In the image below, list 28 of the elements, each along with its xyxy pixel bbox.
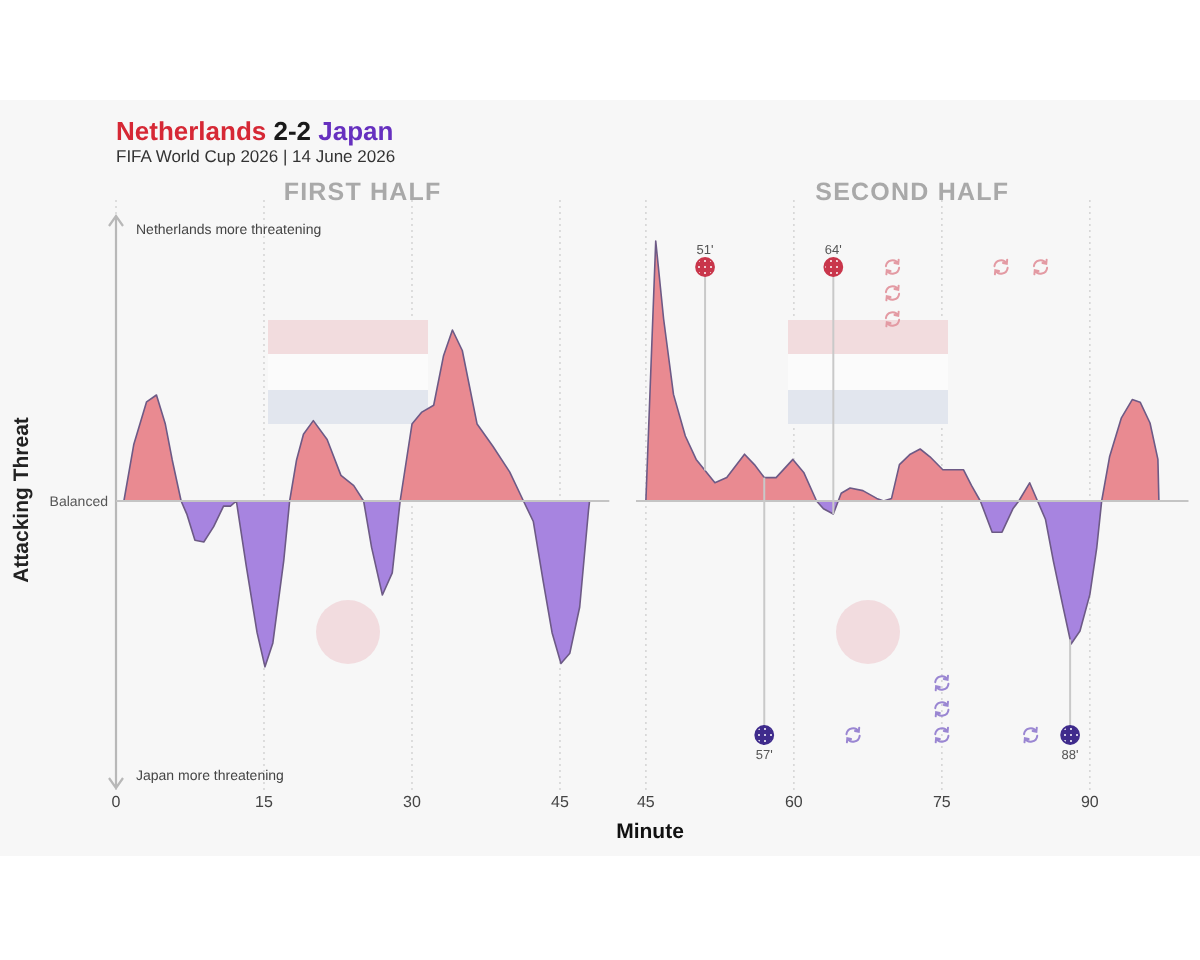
x-tick-label: 0 xyxy=(111,793,122,811)
point xyxy=(993,258,1009,276)
point xyxy=(1023,726,1039,744)
point xyxy=(754,725,775,745)
x-tick-label: 45 xyxy=(636,793,656,811)
point xyxy=(934,726,950,744)
point xyxy=(1032,258,1049,276)
point xyxy=(884,258,901,276)
x-tick-label: 60 xyxy=(784,793,804,811)
point xyxy=(934,700,950,718)
chart-subtitle: FIFA World Cup 2026 | 14 June 2026 xyxy=(116,146,396,166)
x-tick-label: 15 xyxy=(255,793,274,811)
x-tick-label: 30 xyxy=(403,793,422,811)
x-axis-title: Minute xyxy=(616,820,685,844)
text: FIRST HALF xyxy=(283,178,442,206)
point xyxy=(823,257,844,277)
x-tick-label: 45 xyxy=(551,793,570,811)
point xyxy=(884,284,901,302)
point xyxy=(1060,725,1080,745)
chart-title: Netherlands 2-2 Japan xyxy=(116,116,394,146)
point xyxy=(884,310,901,328)
point xyxy=(934,674,950,692)
point xyxy=(695,257,715,277)
x-tick-label: 75 xyxy=(932,793,952,811)
point xyxy=(845,726,861,744)
text: SECOND HALF xyxy=(815,178,1010,206)
y-axis-title: Attacking Threat xyxy=(10,416,34,583)
x-tick-label: 90 xyxy=(1080,793,1100,811)
